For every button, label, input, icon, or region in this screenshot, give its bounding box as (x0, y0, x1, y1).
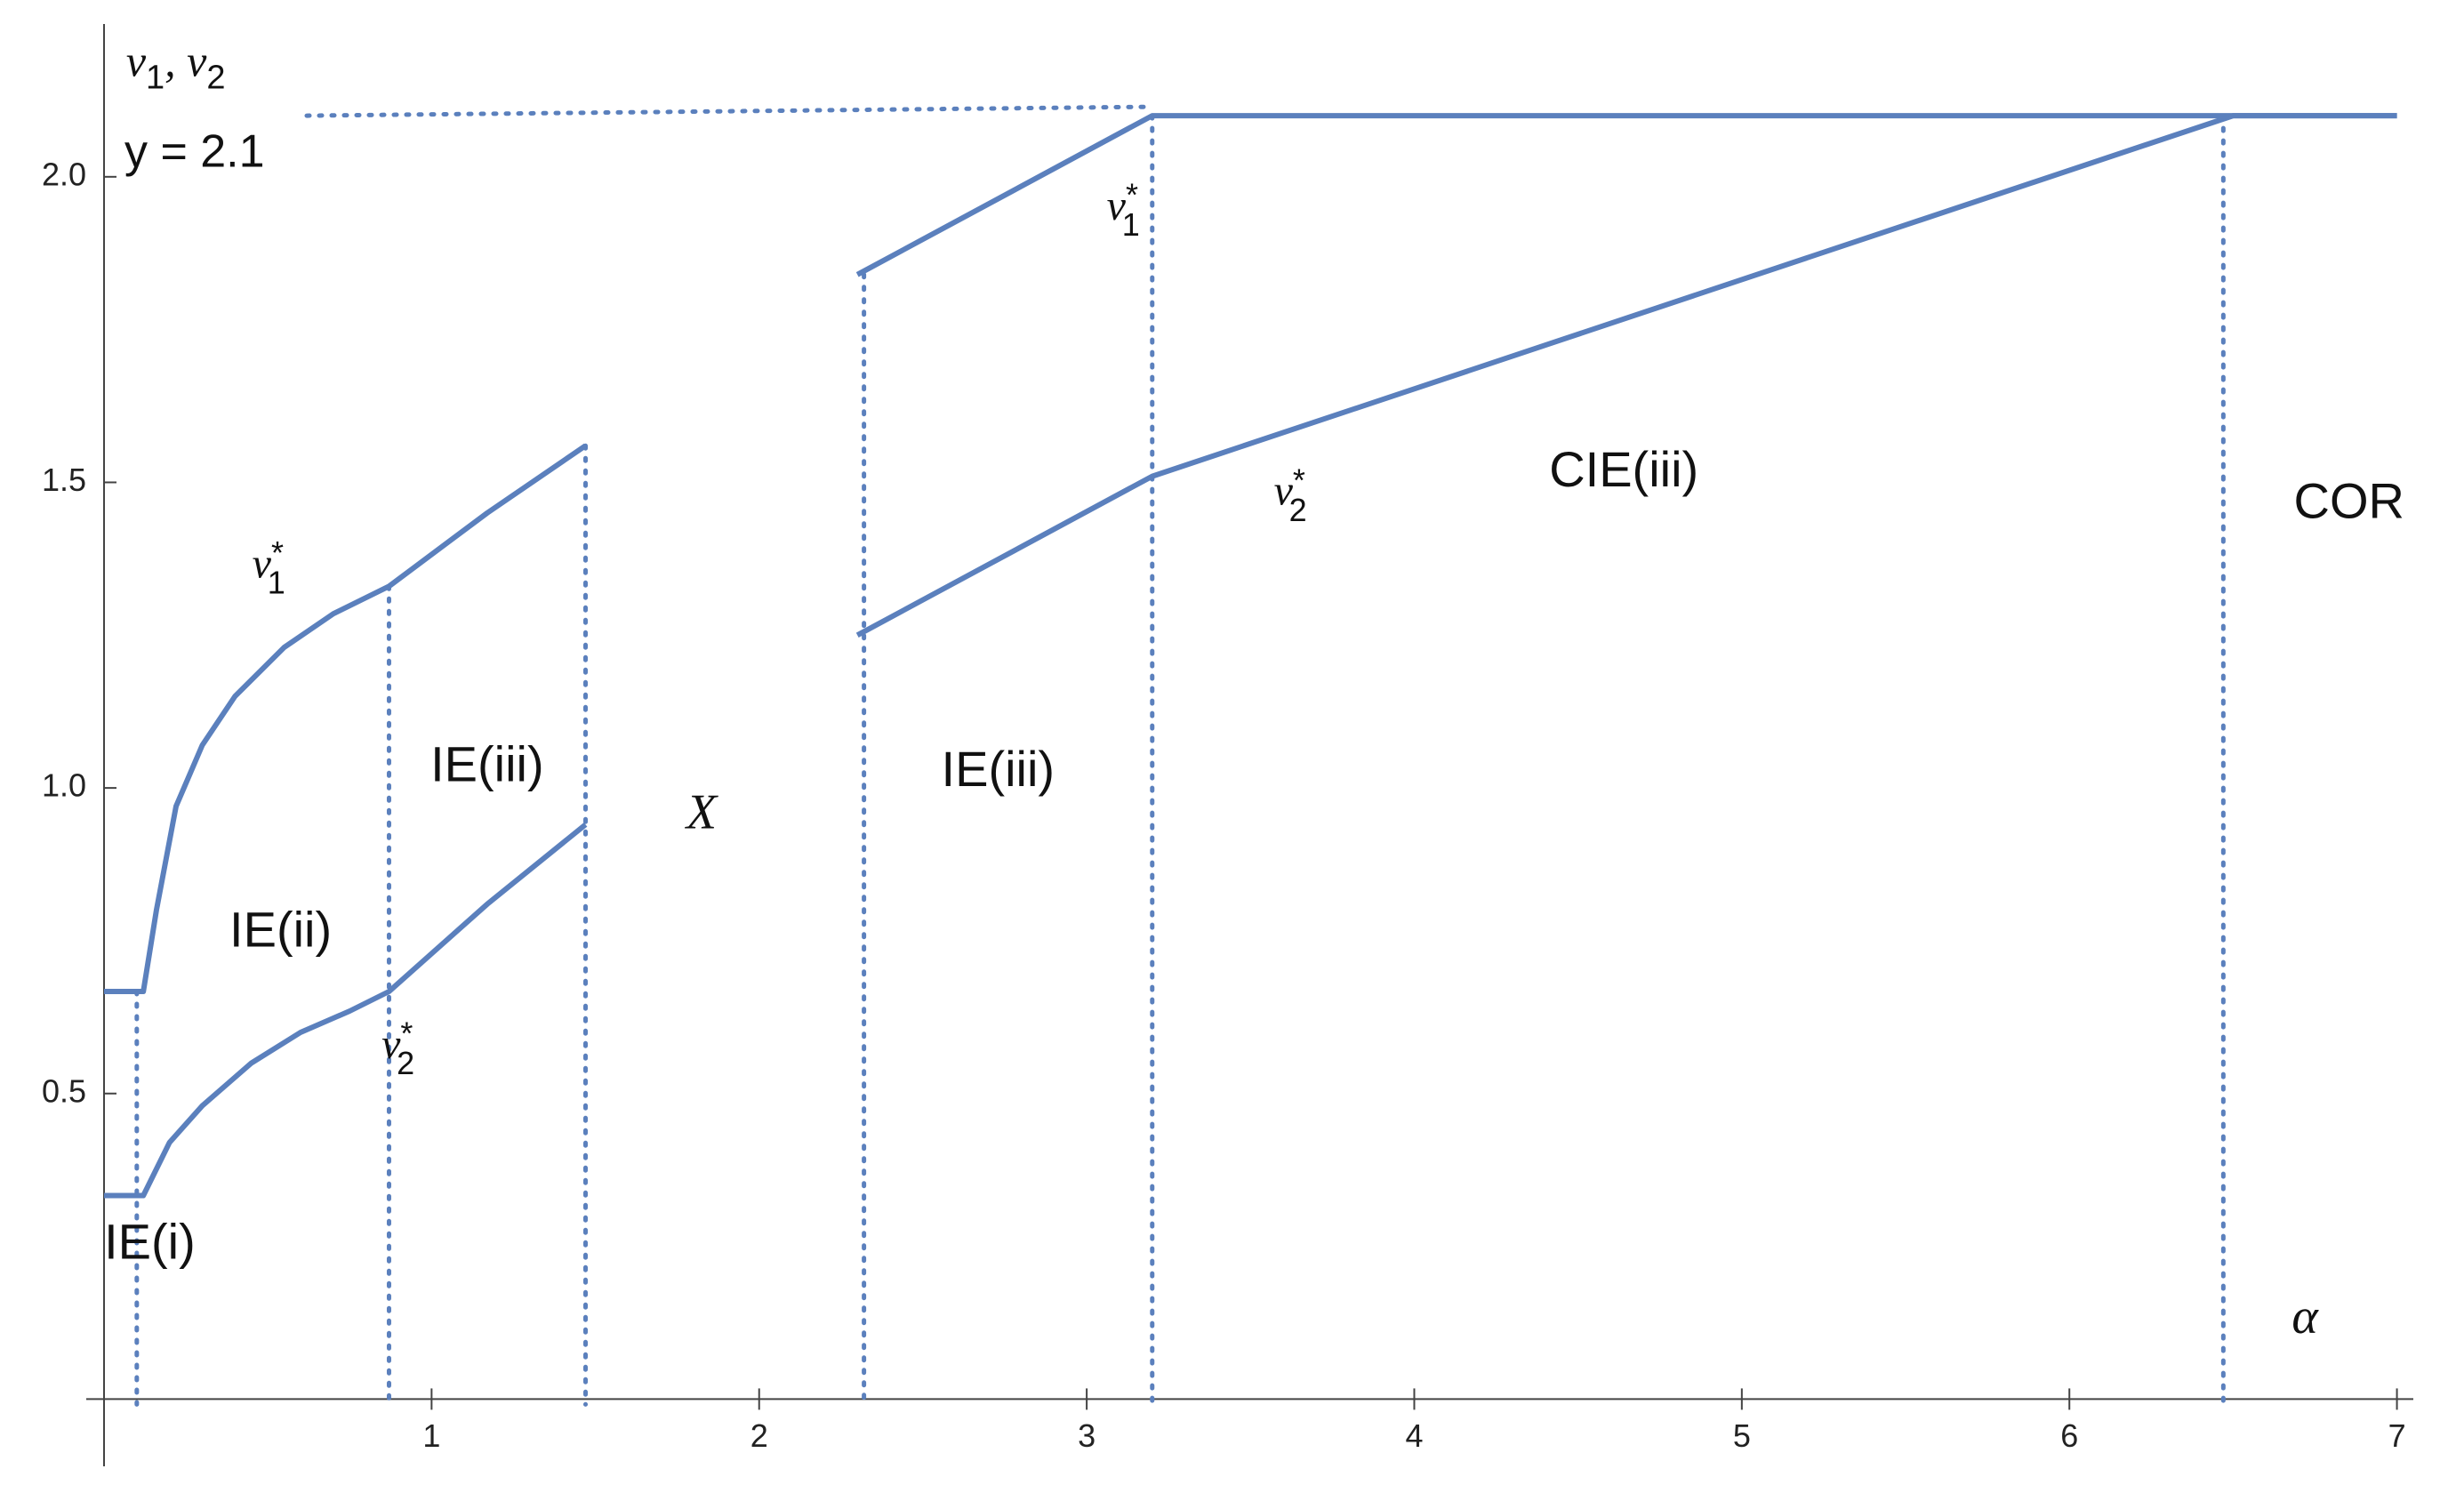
annotation-text: COR (2294, 472, 2404, 528)
annotation: CIE(iii) (1549, 441, 1698, 497)
series-line (104, 113, 2397, 994)
x-tick-label: 3 (1078, 1417, 1096, 1454)
annotation-sup: * (400, 1015, 413, 1051)
y-axis-label-sub: 1 (146, 59, 165, 96)
y-axis-label-text: , v (165, 36, 207, 86)
annotation-text: v (1107, 182, 1127, 229)
y-tick-label: 1.0 (42, 767, 86, 804)
annotation-sup: * (271, 534, 284, 570)
y-axis-label-sub: 2 (206, 59, 225, 96)
reference-label: y = 2.1 (124, 126, 265, 178)
annotation-text: CIE(iii) (1549, 441, 1698, 497)
x-tick-label: 2 (750, 1417, 768, 1454)
annotation-text: v (1274, 468, 1294, 515)
x-tick-label: 5 (1733, 1417, 1751, 1454)
annotation: α (2291, 1289, 2319, 1345)
y-axis-label: v1, v2 (126, 36, 226, 97)
series-line (104, 113, 2397, 1199)
annotation-text: α (2291, 1289, 2319, 1345)
y-axis-label-text: v (126, 36, 147, 86)
annotation-text: IE(ii) (229, 901, 332, 957)
annotation: v* 2 (1274, 462, 1307, 528)
x-tick-label: 6 (2060, 1417, 2078, 1454)
annotation: v* 1 (1107, 176, 1140, 243)
y-tick-label: 1.5 (42, 462, 86, 498)
annotation-sub: 1 (268, 564, 285, 600)
annotation: IE(ii) (229, 901, 332, 957)
annotation-sub: 2 (397, 1045, 414, 1081)
annotation: COR (2294, 472, 2404, 528)
annotation: v* 2 (381, 1015, 414, 1081)
y-tick-label: 0.5 (42, 1072, 86, 1109)
annotation-sub: 1 (1122, 206, 1140, 243)
annotation-text: v (381, 1021, 401, 1068)
annotation-text: IE(iii) (430, 735, 544, 791)
y-tick-label: 2.0 (42, 156, 86, 192)
annotation-text: IE(iii) (942, 741, 1055, 797)
annotation-sup: * (1293, 462, 1305, 498)
annotation: v* 1 (253, 534, 285, 600)
annotation: X (685, 784, 719, 839)
x-tick-label: 7 (2388, 1417, 2406, 1454)
annotation: IE(i) (104, 1213, 196, 1269)
annotation-text: IE(i) (104, 1213, 196, 1269)
annotation-sup: * (1126, 176, 1138, 213)
annotation: IE(iii) (942, 741, 1055, 797)
annotation-text: v (253, 540, 272, 587)
annotation-sub: 2 (1289, 491, 1307, 527)
x-tick-label: 1 (422, 1417, 440, 1454)
annotation-text: X (685, 784, 719, 839)
annotation: IE(iii) (430, 735, 544, 791)
x-tick-label: 4 (1405, 1417, 1423, 1454)
reference-line (304, 104, 1155, 118)
